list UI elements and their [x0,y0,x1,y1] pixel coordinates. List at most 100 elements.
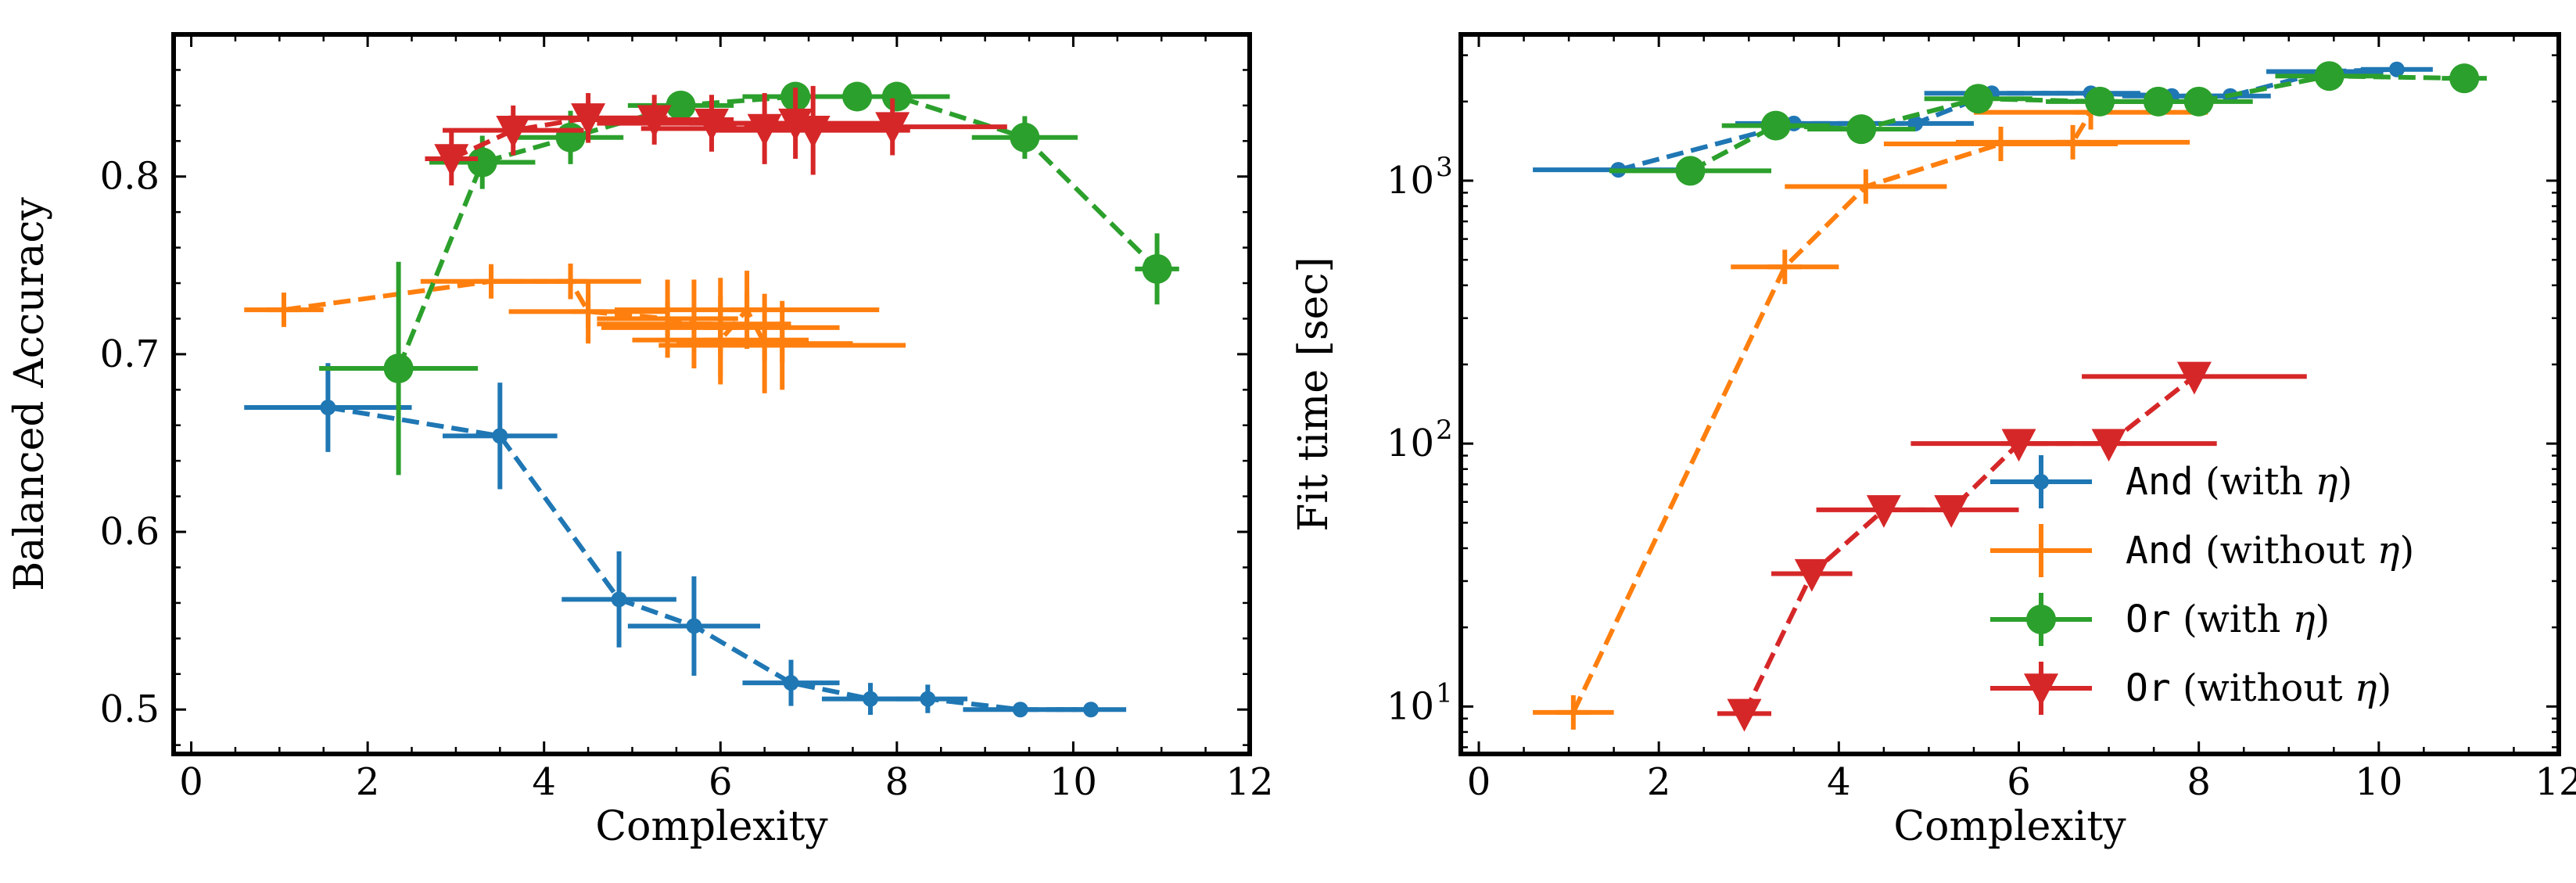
y-tick-label: 10 [1387,159,1434,203]
data-point [650,301,685,336]
x-tick-label: 8 [2187,760,2211,804]
data-point [1846,114,1877,145]
legend-close: ) [2337,460,2352,504]
data-point [1727,698,1762,732]
x-tick-label: 12 [2535,760,2576,804]
y-tick-exponent: 3 [1436,152,1453,183]
data-point [1963,84,1993,114]
legend-text: (without [2194,529,2377,573]
data-point [1934,495,1969,528]
data-point [555,122,586,153]
legend-close: ) [2315,598,2330,641]
legend-marker [2033,474,2049,490]
data-point [1142,253,1172,284]
series-or_with_eta [1609,61,2487,186]
data-point [666,90,696,120]
data-point [2091,429,2126,462]
legend-eta: η [2293,598,2316,641]
legend: And (with η)And (without η)Or (with η)Or… [1990,455,2414,715]
data-point [875,112,910,145]
y-tick-label: 0.8 [100,155,160,199]
axes-frame [171,32,1252,756]
x-tick-label: 2 [1647,760,1671,804]
data-point [1767,249,1803,285]
series-line [1571,111,2093,714]
data-point [686,618,702,634]
legend-entry-or_with_eta: Or (with η) [1990,593,2330,646]
legend-label: And (without η) [2126,529,2414,573]
accuracy-panel: 0 2 4 6 8 10 12 0.5 0.6 0.7 0.8 Complexity Balanced … [6,32,1274,850]
series-or_without_eta [425,85,1007,186]
x-tick-label: 4 [532,760,556,804]
x-tick-label: 6 [2007,760,2031,804]
data-point [383,354,414,384]
data-point [703,322,738,357]
legend-code: Or [2126,598,2171,641]
data-point [795,115,831,149]
data-point [434,144,469,178]
data-point [863,691,879,707]
data-point [266,293,301,328]
data-point [920,691,936,707]
data-point [1010,122,1040,153]
x-tick-label: 8 [885,760,909,804]
legend-text: (with [2171,598,2293,641]
data-point [1848,169,1883,204]
data-point [467,147,497,178]
axes-frame [1458,32,2561,756]
data-point [320,400,336,416]
x-axis-label: Complexity [595,803,828,850]
legend-marker [2024,673,2058,707]
x-tick-label: 2 [356,760,380,804]
x-tick-label: 12 [1225,760,1273,804]
legend-text: (with [2194,460,2316,504]
y-tick-exponent: 2 [1436,415,1453,446]
data-point [1555,695,1591,730]
legend-entry-and_without_eta: And (without η) [1990,524,2414,577]
data-point [2085,86,2115,117]
series-and_without_eta [1533,95,2208,730]
data-point [676,307,712,342]
legend-label: Or (with η) [2126,598,2330,641]
legend-text: (without [2171,666,2355,710]
data-point [2449,63,2480,94]
data-point [1675,156,1706,186]
series-and_with_eta [244,363,1127,718]
y-tick-label: 10 [1387,684,1434,728]
x-tick-label: 6 [709,760,733,804]
x-tick-label: 4 [1827,760,1851,804]
data-point [730,293,765,328]
y-tick-label: 0.6 [100,510,160,554]
data-point [2314,61,2345,92]
series-or_without_eta [1717,361,2307,732]
legend-code: Or [2126,666,2171,710]
data-point [1794,558,1829,592]
data-point [2388,61,2405,77]
data-point [2055,124,2090,160]
legend-close: ) [2377,666,2392,710]
data-point [496,115,531,149]
y-tick-label: 0.5 [100,687,160,731]
data-point [2176,361,2212,395]
x-tick-label: 10 [2355,760,2402,804]
legend-entry-and_with_eta: And (with η) [1990,455,2352,508]
x-tick-label: 0 [179,760,203,804]
legend-eta: η [2316,460,2338,504]
legend-entry-or_without_eta: Or (without η) [1990,662,2391,715]
series-line [327,405,1091,713]
x-tick-label: 10 [1049,760,1097,804]
legend-eta: η [2355,666,2377,710]
x-axis-label: Complexity [1893,803,2126,850]
data-point [1082,702,1099,718]
data-point [571,294,606,329]
y-tick-label: 0.7 [100,332,160,376]
data-point [611,591,627,608]
legend-eta: η [2377,529,2400,573]
data-point [492,428,508,444]
data-point [765,328,800,363]
y-tick-exponent: 1 [1436,677,1453,709]
y-tick-label: 10 [1387,422,1434,465]
legend-label: And (with η) [2126,460,2352,504]
